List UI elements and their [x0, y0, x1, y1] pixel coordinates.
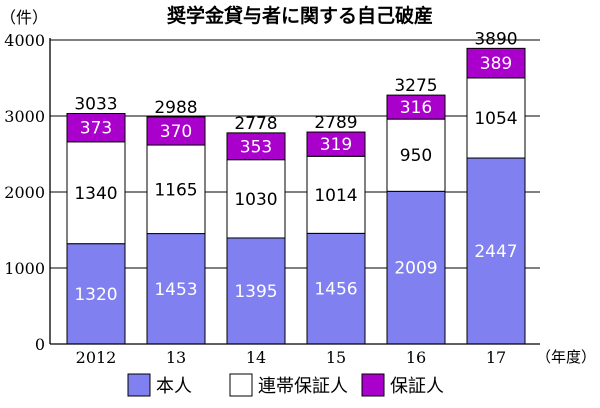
bar-segment — [146, 233, 206, 345]
bar-segment — [226, 159, 286, 239]
legend: 本人 連帯保証人 保証人 — [127, 373, 444, 397]
x-tick-label: 2012 — [76, 348, 117, 367]
bar-total-label: 2789 — [314, 113, 357, 133]
bar-total-label: 2988 — [154, 98, 197, 118]
bar-segment — [306, 232, 366, 345]
y-axis-unit-label: （件） — [0, 8, 48, 27]
x-tick-label: 17 — [486, 348, 506, 367]
segment-value-label: 1165 — [154, 180, 197, 200]
x-tick-label: 15 — [326, 348, 346, 367]
x-tick-label: 13 — [166, 348, 186, 367]
segment-value-label: 373 — [80, 119, 112, 139]
segment-value-label: 353 — [240, 137, 272, 157]
legend-label: 本人 — [156, 376, 192, 397]
segment-value-label: 1395 — [234, 282, 277, 302]
bar-segment — [146, 144, 206, 235]
bar-segment — [386, 190, 446, 345]
x-tick-label: 16 — [406, 348, 426, 367]
bar-segment — [66, 243, 126, 345]
bar-total-label: 3275 — [394, 76, 437, 96]
bar-total-label: 2778 — [234, 114, 277, 134]
gridlines: 0 1000 2000 3000 4000 — [4, 31, 540, 354]
segment-value-label: 370 — [160, 122, 192, 142]
labels: 奨学金貸与者に関する自己破産 （件） （年度） — [0, 4, 596, 366]
bar-segment — [306, 131, 366, 157]
legend-swatch — [361, 373, 385, 397]
segment-value-label: 389 — [480, 54, 512, 74]
segment-value-label: 319 — [320, 135, 352, 155]
bar-segment — [66, 112, 126, 143]
bar-segment — [66, 141, 126, 245]
chart-title: 奨学金貸与者に関する自己破産 — [166, 4, 433, 27]
segment-value-label: 2447 — [474, 242, 517, 262]
legend-label: 連帯保証人 — [258, 376, 348, 397]
y-tick-label: 3000 — [4, 107, 45, 126]
x-axis-unit-label: （年度） — [536, 348, 596, 366]
legend-label: 保証人 — [390, 376, 444, 397]
segment-value-label: 1014 — [314, 186, 357, 206]
y-tick-label: 1000 — [4, 259, 45, 278]
axes — [49, 38, 540, 345]
segment-value-label: 1320 — [74, 285, 117, 305]
segment-value-label: 1456 — [314, 280, 357, 300]
bar-segment — [466, 157, 526, 345]
bar-total-label: 3033 — [74, 94, 117, 114]
bar-segment — [146, 116, 206, 146]
bar-segment — [226, 132, 286, 161]
bar-total-label: 3890 — [474, 29, 517, 49]
y-tick-label: 2000 — [4, 183, 45, 202]
segment-value-label: 2009 — [394, 259, 437, 279]
bar-segment — [306, 155, 366, 234]
segment-value-label: 1340 — [74, 184, 117, 204]
segment-value-label: 1453 — [154, 280, 197, 300]
bar-segment — [466, 47, 526, 79]
y-tick-label: 4000 — [4, 31, 45, 50]
x-tick-label: 14 — [246, 348, 266, 367]
y-tick-label: 0 — [35, 335, 45, 354]
bars: 1320 1340 373 3033 2012 1453 1165 370 2988 13 1395… — [66, 29, 526, 367]
segment-value-label: 1030 — [234, 190, 277, 210]
segment-value-label: 1054 — [474, 109, 517, 129]
legend-swatch — [229, 373, 253, 397]
legend-swatch — [127, 373, 151, 397]
segment-value-label: 950 — [400, 146, 432, 166]
segment-value-label: 316 — [400, 98, 432, 118]
bar-segment — [386, 94, 446, 120]
